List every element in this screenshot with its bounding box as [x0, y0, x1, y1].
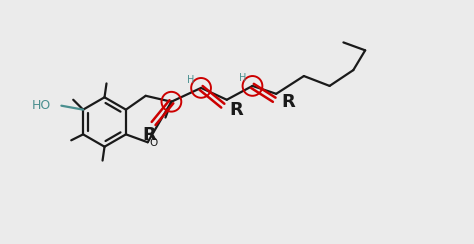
- Text: R: R: [230, 101, 244, 119]
- Text: H: H: [188, 75, 195, 85]
- Text: O: O: [149, 138, 158, 148]
- Text: R: R: [281, 93, 295, 111]
- Text: R: R: [143, 126, 156, 144]
- Text: H: H: [239, 73, 246, 83]
- Text: HO: HO: [32, 99, 52, 112]
